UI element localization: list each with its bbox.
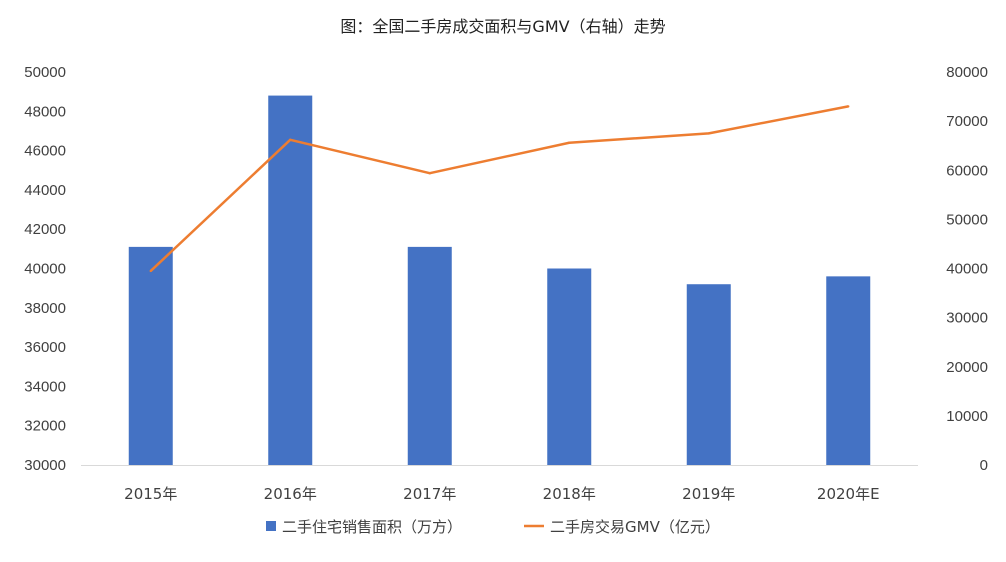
left-tick-label: 30000 — [24, 457, 66, 474]
bar — [547, 268, 592, 465]
left-y-axis: 30000 32000 34000 36000 38000 40000 42000 44000… — [24, 64, 66, 474]
category-label: 2018年 — [543, 485, 596, 503]
right-tick-label: 10000 — [946, 408, 988, 425]
right-tick-label: 80000 — [946, 64, 988, 81]
bar — [268, 95, 313, 465]
bar-series — [128, 95, 871, 465]
legend-bar-label: 二手住宅销售面积（万方） — [282, 518, 462, 536]
x-axis: 2015年 2016年 2017年 2018年 2019年 2020年E — [124, 485, 879, 503]
right-tick-label: 70000 — [946, 113, 988, 130]
left-tick-label: 48000 — [24, 103, 66, 120]
legend: 二手住宅销售面积（万方） 二手房交易GMV（亿元） — [266, 518, 720, 536]
line-point — [428, 171, 431, 175]
left-tick-label: 50000 — [24, 64, 66, 81]
line-point — [289, 138, 292, 141]
legend-bar-swatch — [266, 521, 276, 531]
right-tick-label: 0 — [980, 457, 988, 474]
line-point — [847, 105, 850, 108]
line-point — [707, 132, 710, 135]
left-tick-label: 44000 — [24, 182, 66, 199]
line-point — [149, 269, 152, 273]
bar — [686, 284, 731, 465]
gmv-line — [149, 105, 849, 272]
left-tick-label: 46000 — [24, 143, 66, 160]
right-y-axis: 0 10000 20000 30000 40000 50000 60000 70000 8000… — [946, 64, 988, 474]
left-tick-label: 42000 — [24, 221, 66, 238]
left-tick-label: 36000 — [24, 339, 66, 356]
left-tick-label: 34000 — [24, 378, 66, 395]
bar — [407, 246, 452, 465]
chart-title: 图：全国二手房成交面积与GMV（右轴）走势 — [340, 17, 665, 36]
category-label: 2015年 — [124, 485, 177, 503]
right-tick-label: 60000 — [946, 162, 988, 179]
line-series — [149, 105, 850, 273]
line-point — [568, 141, 571, 144]
category-label: 2019年 — [682, 485, 735, 503]
left-tick-label: 40000 — [24, 261, 66, 278]
category-label: 2016年 — [264, 485, 317, 503]
left-tick-label: 38000 — [24, 300, 66, 317]
right-tick-label: 50000 — [946, 211, 988, 228]
left-tick-label: 32000 — [24, 418, 66, 435]
category-label: 2020年E — [817, 485, 880, 503]
bar — [128, 246, 173, 465]
right-tick-label: 40000 — [946, 261, 988, 278]
right-tick-label: 30000 — [946, 310, 988, 327]
legend-line-label: 二手房交易GMV（亿元） — [550, 518, 720, 536]
bar — [826, 276, 871, 465]
category-label: 2017年 — [403, 485, 456, 503]
right-tick-label: 20000 — [946, 359, 988, 376]
